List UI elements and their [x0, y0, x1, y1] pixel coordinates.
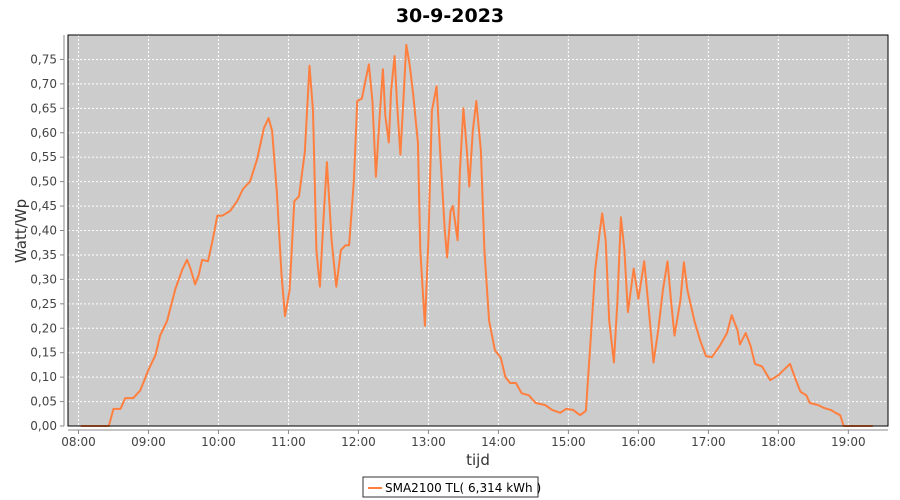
x-tick-label: 08:00: [61, 435, 96, 449]
x-axis-label: tijd: [466, 451, 490, 469]
x-tick-label: 12:00: [341, 435, 376, 449]
x-axis: 08:00 09:00 10:00 11:00 12:00 13:00 14:00 15:00…: [61, 430, 866, 449]
x-tick-label: 10:00: [201, 435, 236, 449]
grid: [68, 35, 888, 427]
y-tick-label: 0,20: [30, 321, 57, 335]
legend-label: SMA2100 TL( 6,314 kWh ): [385, 481, 541, 495]
y-tick-label: 0,10: [30, 370, 57, 384]
y-tick-label: 0,65: [30, 101, 57, 115]
x-tick-label: 18:00: [761, 435, 796, 449]
x-tick-label: 15:00: [551, 435, 586, 449]
x-tick-label: 14:00: [481, 435, 516, 449]
y-tick-label: 0,25: [30, 297, 57, 311]
y-tick-label: 0,00: [30, 419, 57, 433]
series-line: [80, 43, 873, 427]
y-tick-label: 0,50: [30, 175, 57, 189]
y-axis-label: Watt/Wp: [12, 199, 30, 263]
y-tick-label: 0,35: [30, 248, 57, 262]
x-tick-label: 17:00: [691, 435, 726, 449]
y-tick-label: 0,75: [30, 52, 57, 66]
y-tick-label: 0,45: [30, 199, 57, 213]
x-tick-label: 13:00: [411, 435, 446, 449]
x-tick-label: 19:00: [831, 435, 866, 449]
y-tick-label: 0,30: [30, 272, 57, 286]
y-tick-label: 0,40: [30, 224, 57, 238]
y-tick-label: 0,55: [30, 150, 57, 164]
x-tick-label: 09:00: [131, 435, 166, 449]
chart-title: 30-9-2023: [396, 5, 504, 27]
y-tick-label: 0,70: [30, 77, 57, 91]
y-tick-label: 0,05: [30, 395, 57, 409]
y-tick-label: 0,15: [30, 346, 57, 360]
x-tick-label: 11:00: [271, 435, 306, 449]
plot-border: [67, 34, 889, 427]
x-tick-label: 16:00: [621, 435, 656, 449]
y-axis: 0,00 0,05 0,10 0,15 0,20 0,25 0,30 0,35 0,40 0,45…: [30, 52, 64, 433]
y-tick-label: 0,60: [30, 126, 57, 140]
legend: SMA2100 TL( 6,314 kWh ): [362, 476, 541, 498]
